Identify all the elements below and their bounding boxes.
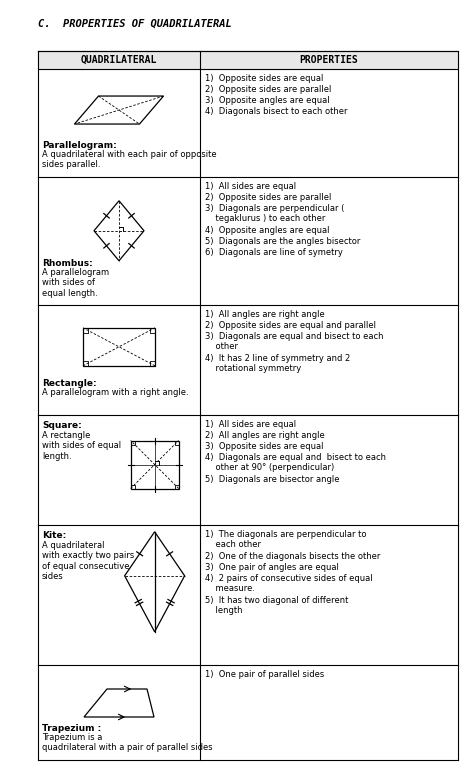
Text: Parallelogram:: Parallelogram: — [42, 141, 117, 150]
Text: 1)  One pair of parallel sides: 1) One pair of parallel sides — [205, 670, 324, 679]
Text: 4)  It has 2 line of symmetry and 2
    rotational symmetry: 4) It has 2 line of symmetry and 2 rotat… — [205, 354, 350, 373]
Text: Rhombus:: Rhombus: — [42, 259, 93, 268]
Bar — [131, 440, 179, 488]
Text: QUADRILATERAL: QUADRILATERAL — [81, 55, 157, 65]
Text: 1)  The diagonals are perpendicular to
    each other: 1) The diagonals are perpendicular to ea… — [205, 530, 366, 549]
Text: C.  PROPERTIES OF QUADRILATERAL: C. PROPERTIES OF QUADRILATERAL — [38, 19, 232, 29]
Text: 2)  One of the diagonals bisects the other: 2) One of the diagonals bisects the othe… — [205, 552, 380, 561]
Text: 3)  Opposite sides are equal: 3) Opposite sides are equal — [205, 442, 323, 451]
Text: 4)  Diagonals bisect to each other: 4) Diagonals bisect to each other — [205, 107, 347, 116]
Text: A quadrilateral
with exactly two pairs
of equal consecutive
sides: A quadrilateral with exactly two pairs o… — [42, 541, 134, 581]
Text: Trapezium is a
quadrilateral with a pair of parallel sides: Trapezium is a quadrilateral with a pair… — [42, 733, 213, 752]
Text: 2)  Opposite sides are parallel: 2) Opposite sides are parallel — [205, 193, 331, 202]
Text: 4)  Diagonals are equal and  bisect to each
    other at 90° (perpendicular): 4) Diagonals are equal and bisect to eac… — [205, 453, 386, 473]
Text: Trapezium :: Trapezium : — [42, 724, 101, 733]
Text: A parallelogram
with sides of
equal length.: A parallelogram with sides of equal leng… — [42, 268, 109, 298]
Text: 3)  One pair of angles are equal: 3) One pair of angles are equal — [205, 563, 339, 572]
Text: PROPERTIES: PROPERTIES — [300, 55, 358, 65]
Text: 1)  All sides are equal: 1) All sides are equal — [205, 182, 296, 191]
Text: 4)  Opposite angles are equal: 4) Opposite angles are equal — [205, 226, 329, 235]
Text: 1)  Opposite sides are equal: 1) Opposite sides are equal — [205, 74, 323, 83]
Text: 4)  2 pairs of consecutive sides of equal
    measure.: 4) 2 pairs of consecutive sides of equal… — [205, 574, 373, 594]
Bar — [83, 328, 155, 366]
Text: 5)  It has two diagonal of different
    length: 5) It has two diagonal of different leng… — [205, 596, 348, 615]
Text: 2)  Opposite sides are parallel: 2) Opposite sides are parallel — [205, 85, 331, 94]
Text: Kite:: Kite: — [42, 531, 66, 540]
Text: 5)  Diagonals are the angles bisector: 5) Diagonals are the angles bisector — [205, 237, 360, 246]
Text: 2)  Opposite sides are equal and parallel: 2) Opposite sides are equal and parallel — [205, 321, 376, 330]
Text: A parallelogram with a right angle.: A parallelogram with a right angle. — [42, 388, 189, 397]
Text: 1)  All angles are right angle: 1) All angles are right angle — [205, 310, 325, 319]
Text: A quadrilateral with each pair of opposite
sides parallel.: A quadrilateral with each pair of opposi… — [42, 150, 217, 169]
Text: 3)  Diagonals are equal and bisect to each
    other: 3) Diagonals are equal and bisect to eac… — [205, 332, 383, 351]
Text: 2)  All angles are right angle: 2) All angles are right angle — [205, 431, 325, 440]
Text: 1)  All sides are equal: 1) All sides are equal — [205, 420, 296, 429]
Text: 5)  Diagonals are bisector angle: 5) Diagonals are bisector angle — [205, 475, 339, 484]
Text: Rectangle:: Rectangle: — [42, 379, 97, 388]
Text: A rectangle
with sides of equal
length.: A rectangle with sides of equal length. — [42, 431, 121, 461]
Text: Square:: Square: — [42, 421, 82, 430]
Text: 3)  Diagonals are perpendicular (
    tegaklurus ) to each other: 3) Diagonals are perpendicular ( tegaklu… — [205, 204, 345, 223]
Text: 3)  Opposite angles are equal: 3) Opposite angles are equal — [205, 96, 329, 105]
Text: 6)  Diagonals are line of symetry: 6) Diagonals are line of symetry — [205, 248, 343, 257]
